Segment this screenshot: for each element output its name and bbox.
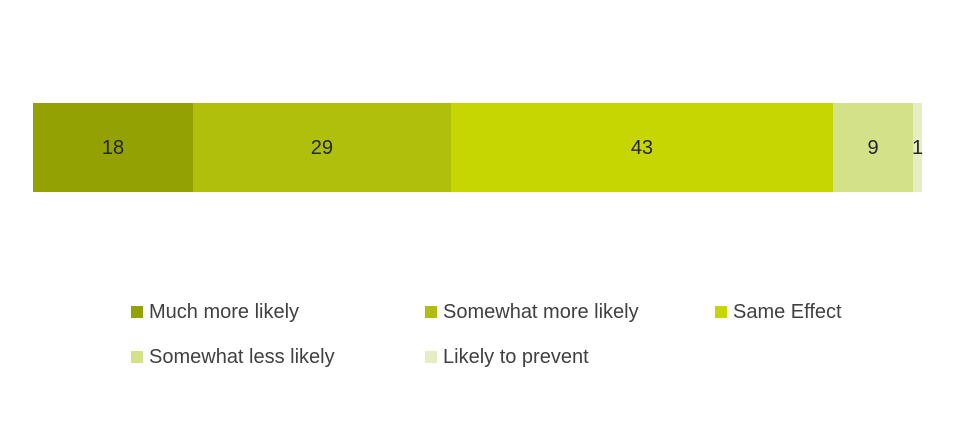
legend-swatch — [131, 306, 143, 318]
stacked-bar: 18 29 43 9 1 — [33, 103, 924, 192]
legend-item-2: Somewhat more likely — [425, 300, 639, 324]
bar-segment-2: 29 — [193, 103, 451, 192]
legend-item-4: Somewhat less likely — [131, 345, 335, 369]
bar-segment-3: 43 — [450, 103, 834, 192]
bar-segment-value: 9 — [867, 136, 879, 159]
bar-segment-value: 1 — [911, 136, 924, 159]
bar-segment-value: 43 — [630, 136, 654, 159]
legend-item-1: Much more likely — [131, 300, 299, 324]
legend-item-3: Same Effect — [715, 300, 842, 324]
bar-segment-value: 29 — [310, 136, 334, 159]
bar-segment-5: 1 — [911, 103, 924, 192]
legend-label: Somewhat less likely — [149, 346, 335, 368]
legend-item-5: Likely to prevent — [425, 345, 589, 369]
bar-segment-value: 18 — [101, 136, 125, 159]
bar-segment-4: 9 — [833, 103, 914, 192]
legend-label: Same Effect — [733, 301, 842, 323]
legend-swatch — [425, 351, 437, 363]
legend-swatch — [131, 351, 143, 363]
legend-label: Likely to prevent — [443, 346, 589, 368]
legend-swatch — [715, 306, 727, 318]
bar-segment-1: 18 — [33, 103, 194, 192]
legend-label: Much more likely — [149, 301, 300, 323]
legend-label: Somewhat more likely — [443, 301, 639, 323]
legend-swatch — [425, 306, 437, 318]
